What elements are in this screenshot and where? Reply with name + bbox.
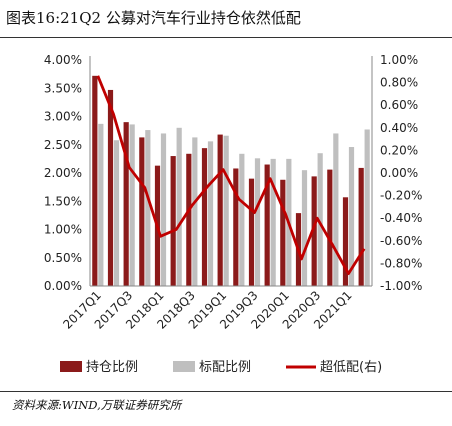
right-tick-label: 0.20% <box>380 143 418 157</box>
benchmark-bar <box>301 170 308 286</box>
holding-bar <box>201 148 208 286</box>
right-tick-label: 1.00% <box>380 53 418 67</box>
line-series <box>96 75 366 276</box>
right-tick-label: 0.00% <box>380 166 418 180</box>
left-tick-label: 3.50% <box>44 81 82 95</box>
benchmark-bar <box>348 147 355 286</box>
right-tick-label: -0.60% <box>380 234 422 248</box>
holding-bar <box>280 179 286 286</box>
benchmark-bar <box>113 140 120 286</box>
legend-benchmark-swatch <box>173 361 195 372</box>
legend-overweight-label: 超低配(右) <box>320 360 382 375</box>
right-tick-label: -0.80% <box>380 256 422 270</box>
x-axis: 2017Q12017Q32018Q12018Q32019Q12019Q32020… <box>60 285 372 332</box>
right-tick-label: 0.80% <box>380 76 418 90</box>
benchmark-bar <box>98 123 104 286</box>
bar-series <box>92 75 370 287</box>
holding-bar <box>123 122 129 287</box>
left-tick-label: 2.00% <box>44 166 82 180</box>
holding-bar <box>186 153 192 286</box>
holding-bar <box>311 176 317 286</box>
benchmark-bar <box>317 153 323 286</box>
benchmark-bar <box>239 153 245 286</box>
benchmark-bar <box>145 130 151 286</box>
left-tick-label: 4.00% <box>44 53 82 67</box>
left-tick-label: 1.00% <box>44 223 82 237</box>
right-tick-label: -1.00% <box>380 279 422 293</box>
benchmark-bar <box>254 158 261 286</box>
right-tick-label: -0.40% <box>380 211 422 225</box>
holding-bar <box>233 168 239 286</box>
left-tick-label: 2.50% <box>44 138 82 152</box>
right-tick-label: -0.20% <box>380 189 422 203</box>
title-divider <box>0 37 452 38</box>
combo-chart: 0.00% 0.50% 1.00% 1.50% 2.00% 2.50% 3.00% 3.50%… <box>44 53 423 375</box>
overweight-line <box>96 75 366 276</box>
holding-bar <box>264 164 270 286</box>
benchmark-bar <box>270 158 276 286</box>
right-tick-label: 0.40% <box>380 121 418 135</box>
benchmark-bar <box>364 129 370 286</box>
benchmark-bar <box>333 133 339 286</box>
holding-bar <box>217 134 223 286</box>
holding-bar <box>139 137 145 286</box>
benchmark-bar <box>129 124 135 286</box>
benchmark-bar <box>207 141 214 286</box>
source-divider <box>0 391 452 392</box>
benchmark-bar <box>223 135 229 286</box>
holding-bar <box>342 197 349 286</box>
legend-holding-label: 持仓比例 <box>86 360 138 375</box>
legend: 持仓比例 标配比例 超低配(右) <box>60 360 382 375</box>
chart-title: 图表16:21Q2 公募对汽车行业持仓依然低配 <box>6 9 301 27</box>
benchmark-bar <box>160 133 167 286</box>
holding-bar <box>107 89 114 286</box>
holding-bar <box>248 178 255 286</box>
left-tick-label: 0.00% <box>44 279 82 293</box>
benchmark-bar <box>192 137 198 286</box>
holding-bar <box>358 167 364 286</box>
left-axis: 0.00% 0.50% 1.00% 1.50% 2.00% 2.50% 3.00% 3.50%… <box>44 53 91 293</box>
holding-bar <box>327 169 333 286</box>
right-tick-label: 0.60% <box>380 98 418 112</box>
legend-holding-swatch <box>60 361 82 372</box>
holding-bar <box>170 156 176 286</box>
left-tick-label: 0.50% <box>44 251 82 265</box>
holding-bar <box>92 75 98 286</box>
legend-benchmark-label: 标配比例 <box>199 360 251 375</box>
source-note: 资料来源:WIND,万联证券研究所 <box>12 398 182 412</box>
left-tick-label: 1.50% <box>44 194 82 208</box>
benchmark-bar <box>176 127 182 286</box>
right-axis: -1.00% -0.80% -0.60% -0.40% -0.20% 0.00% 0.20%… <box>371 53 422 293</box>
left-tick-label: 3.00% <box>44 110 82 124</box>
